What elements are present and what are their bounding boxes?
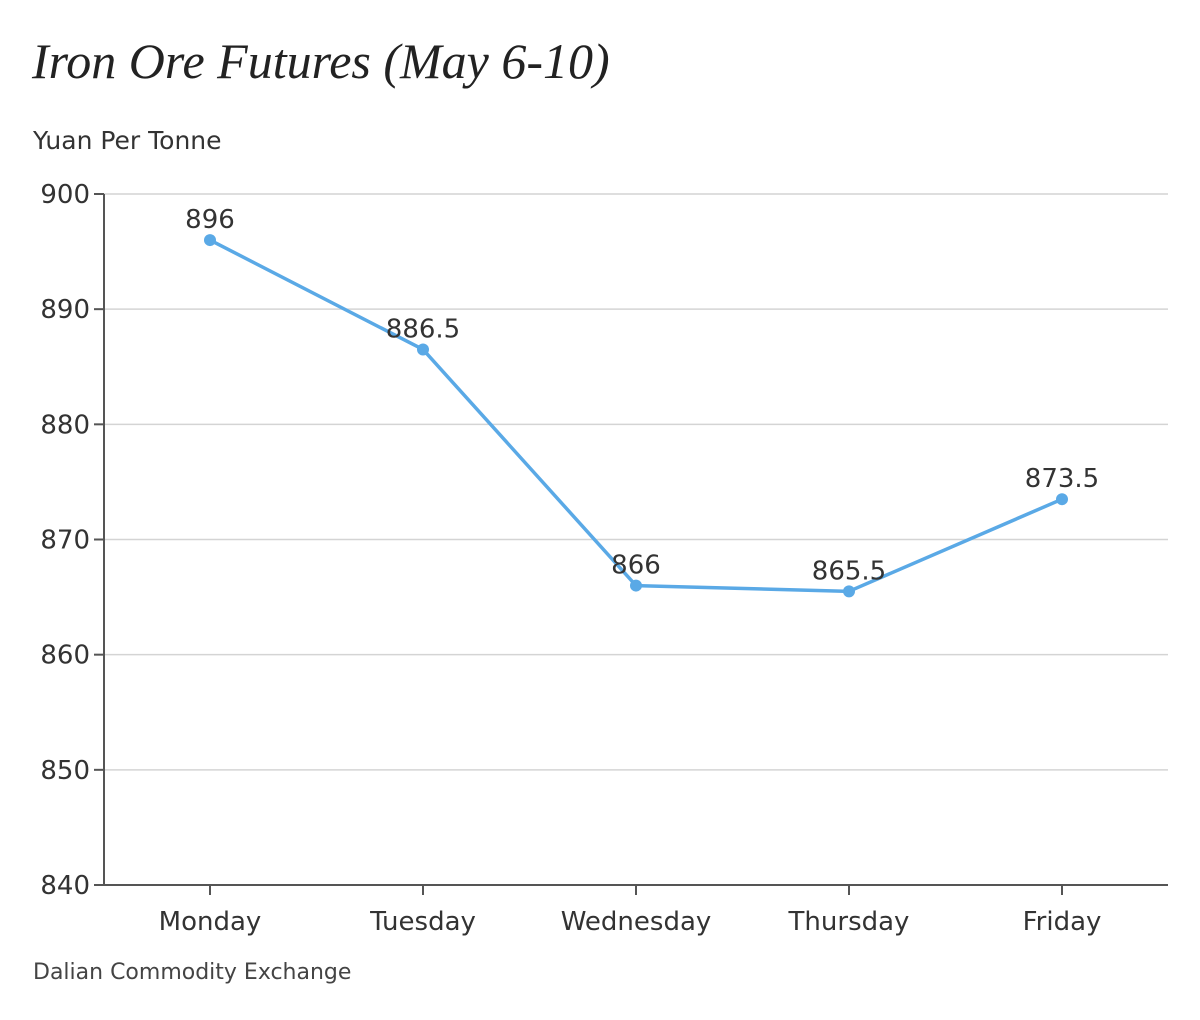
data-point	[417, 343, 429, 356]
y-tick-label: 860	[40, 641, 90, 671]
axes: 840 850 860 870 880 890 900 Monday Tuesday Wednes…	[40, 180, 1168, 937]
data-label: 873.5	[1025, 464, 1099, 494]
y-axis-title: Yuan Per Tonne	[33, 126, 222, 155]
y-tick-label: 870	[40, 526, 90, 556]
series-line	[208, 238, 1064, 594]
data-point	[630, 579, 642, 592]
series-line-group	[208, 238, 1064, 594]
data-label: 896	[185, 205, 235, 235]
data-points	[204, 234, 1068, 598]
data-labels: 896 886.5 866 865.5 873.5	[185, 205, 1099, 586]
data-label: 866	[611, 551, 661, 581]
x-tick-label: Tuesday	[369, 907, 476, 937]
x-tick-label: Thursday	[788, 907, 910, 937]
y-tick-label: 900	[40, 180, 90, 210]
data-point	[1056, 493, 1068, 506]
chart-title: Iron Ore Futures (May 6-10)	[32, 33, 610, 89]
y-tick-label: 890	[40, 295, 90, 325]
source-note: Dalian Commodity Exchange	[33, 960, 352, 985]
y-tick-label: 880	[40, 410, 90, 440]
data-point	[204, 234, 216, 247]
data-label: 865.5	[812, 556, 886, 586]
x-tick-label: Friday	[1023, 907, 1102, 937]
y-tick-label: 840	[40, 871, 90, 901]
data-label: 886.5	[386, 314, 460, 344]
data-point	[843, 585, 855, 598]
x-tick-label: Wednesday	[561, 907, 712, 937]
gridlines	[104, 193, 1168, 771]
y-tick-label: 850	[40, 756, 90, 786]
x-tick-label: Monday	[159, 907, 262, 937]
